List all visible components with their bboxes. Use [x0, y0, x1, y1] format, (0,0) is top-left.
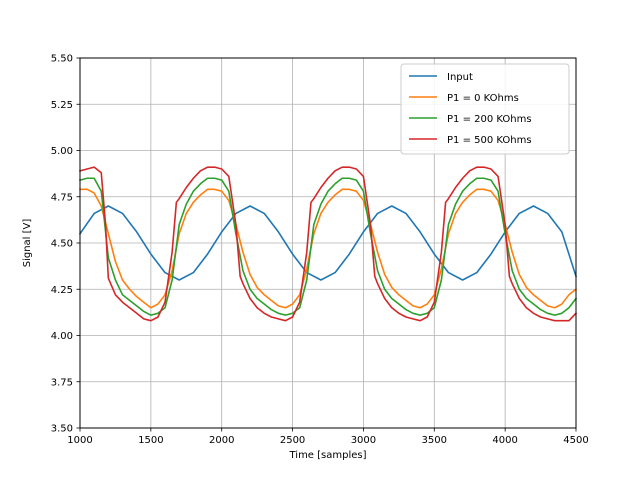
x-tick-label: 4500: [563, 435, 588, 446]
legend-entry-label: Input: [447, 72, 473, 83]
y-axis: 3.50 3.75 4.00 4.25 4.50 4.75 5.00 5.25 5.50: [51, 54, 80, 435]
legend-entry-label: P1 = 200 KOhms: [447, 114, 532, 125]
x-tick-label: 3500: [422, 435, 447, 446]
y-tick-label: 4.75: [51, 192, 73, 203]
x-tick-label: 3000: [351, 435, 376, 446]
x-tick-label: 1000: [67, 435, 92, 446]
series-line-1: [78, 205, 578, 281]
y-tick-label: 4.50: [51, 239, 73, 250]
x-axis-label: Time [samples]: [288, 450, 366, 461]
y-tick-label: 5.50: [51, 54, 73, 65]
series-line-2: [79, 188, 578, 309]
y-tick-label: 5.00: [51, 146, 73, 157]
x-tick-label: 2000: [209, 435, 234, 446]
x-tick-label: 4000: [492, 435, 517, 446]
y-tick-label: 3.50: [51, 424, 73, 435]
x-tick-label: 2500: [280, 435, 305, 446]
x-tick-label: 1500: [138, 435, 163, 446]
legend-entry-label: P1 = 0 KOhms: [447, 93, 519, 104]
series-line-3: [79, 177, 578, 316]
legend-entry-label: P1 = 500 KOhms: [447, 135, 532, 146]
legend-box: [400, 63, 570, 155]
y-tick-label: 5.25: [51, 100, 73, 111]
series-layer: [78, 166, 578, 322]
y-tick-label: 4.00: [51, 331, 73, 342]
series-line-4: [79, 166, 578, 322]
x-axis: 1000 1500 2000 2500 3000 3500 4000 4500: [67, 428, 589, 446]
y-tick-label: 3.75: [51, 377, 73, 388]
y-tick-label: 4.25: [51, 285, 73, 296]
y-axis-label: Signal [V]: [22, 219, 33, 268]
legend: Input P1 = 0 KOhms P1 = 200 KOhms P1 = 500 …: [400, 63, 570, 155]
